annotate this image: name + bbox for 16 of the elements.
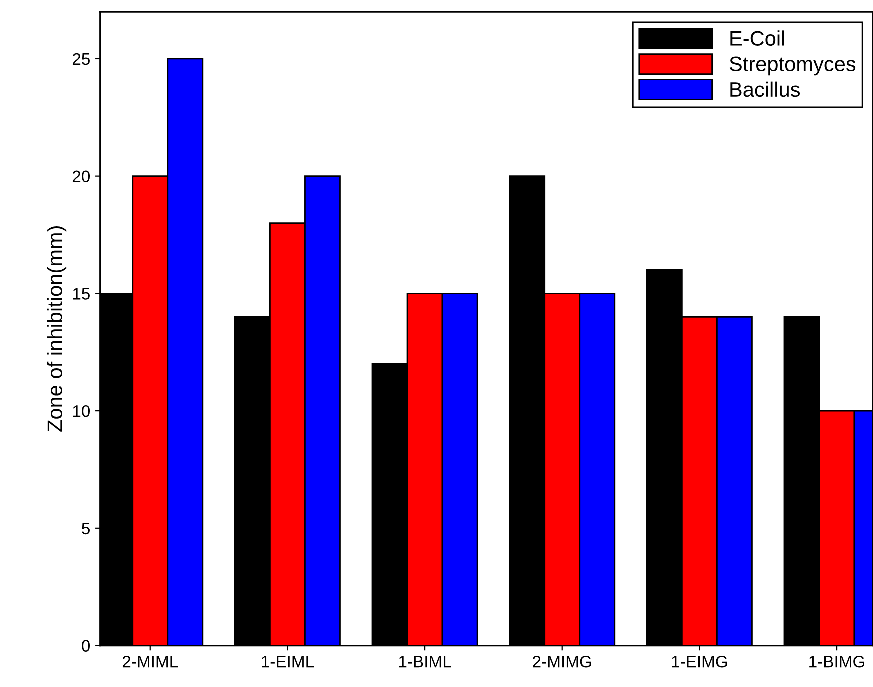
- legend-label: Streptomyces: [730, 56, 856, 76]
- legend-label: Bacillus: [730, 82, 800, 98]
- x-tick-label: 1-EIML: [262, 656, 314, 668]
- y-tick-label: 20: [72, 170, 90, 183]
- y-tick-label: 15: [73, 288, 90, 300]
- x-tick-label: 1-BIML: [399, 656, 452, 668]
- x-tick-label: 1-BIMG: [810, 656, 864, 668]
- legend-label: E-Coil: [730, 30, 784, 46]
- y-tick-label: 25: [72, 53, 90, 66]
- x-tick-label: 2-MIMG: [533, 656, 592, 668]
- y-tick-label: 5: [82, 522, 90, 535]
- y-tick-label: 10: [73, 405, 90, 418]
- x-tick-label: 2-MIML: [122, 656, 178, 668]
- x-tick-label: 1-EIMG: [672, 656, 728, 668]
- y-axis-title: Zone of inhibition(mm): [47, 226, 67, 432]
- y-tick-label: 0: [82, 640, 90, 652]
